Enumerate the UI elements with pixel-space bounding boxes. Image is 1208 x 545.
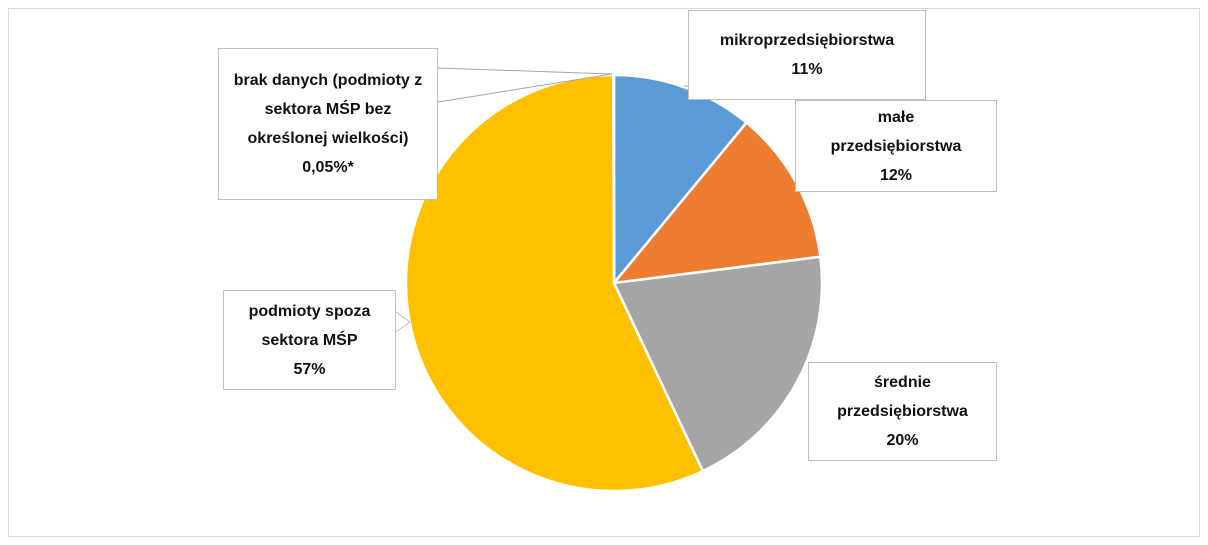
label-value: 57% [293, 360, 326, 378]
label-value: 12% [879, 166, 913, 184]
data-label: małe przedsiębiorstwa 12% [795, 100, 997, 192]
leader-line [437, 67, 613, 75]
label-category: średnie przedsiębiorstwa [837, 374, 968, 420]
pie-slice [404, 73, 705, 493]
label-category: mikroprzedsiębiorstwa [719, 32, 895, 49]
chart-border [8, 8, 1200, 537]
label-category: brak danych (podmioty z sektora MŚP bez … [233, 72, 423, 147]
label-value: 11% [791, 61, 823, 78]
label-category: podmioty spoza sektora MŚP [248, 302, 371, 349]
data-label: brak danych (podmioty z sektora MŚP bez … [218, 48, 438, 200]
pie-slice [612, 73, 748, 285]
data-label: mikroprzedsiębiorstwa 11% [688, 10, 926, 100]
label-value: 20% [886, 432, 919, 449]
data-label: średnie przedsiębiorstwa 20% [808, 362, 997, 461]
label-value: 0,05%* [302, 159, 354, 176]
leader-pointer [395, 311, 411, 333]
data-label: podmioty spoza sektora MŚP 57% [223, 290, 396, 390]
leader-line [437, 73, 613, 103]
label-category: małe przedsiębiorstwa [830, 108, 962, 155]
pie-slice [612, 73, 616, 285]
pie-slice [612, 255, 824, 473]
